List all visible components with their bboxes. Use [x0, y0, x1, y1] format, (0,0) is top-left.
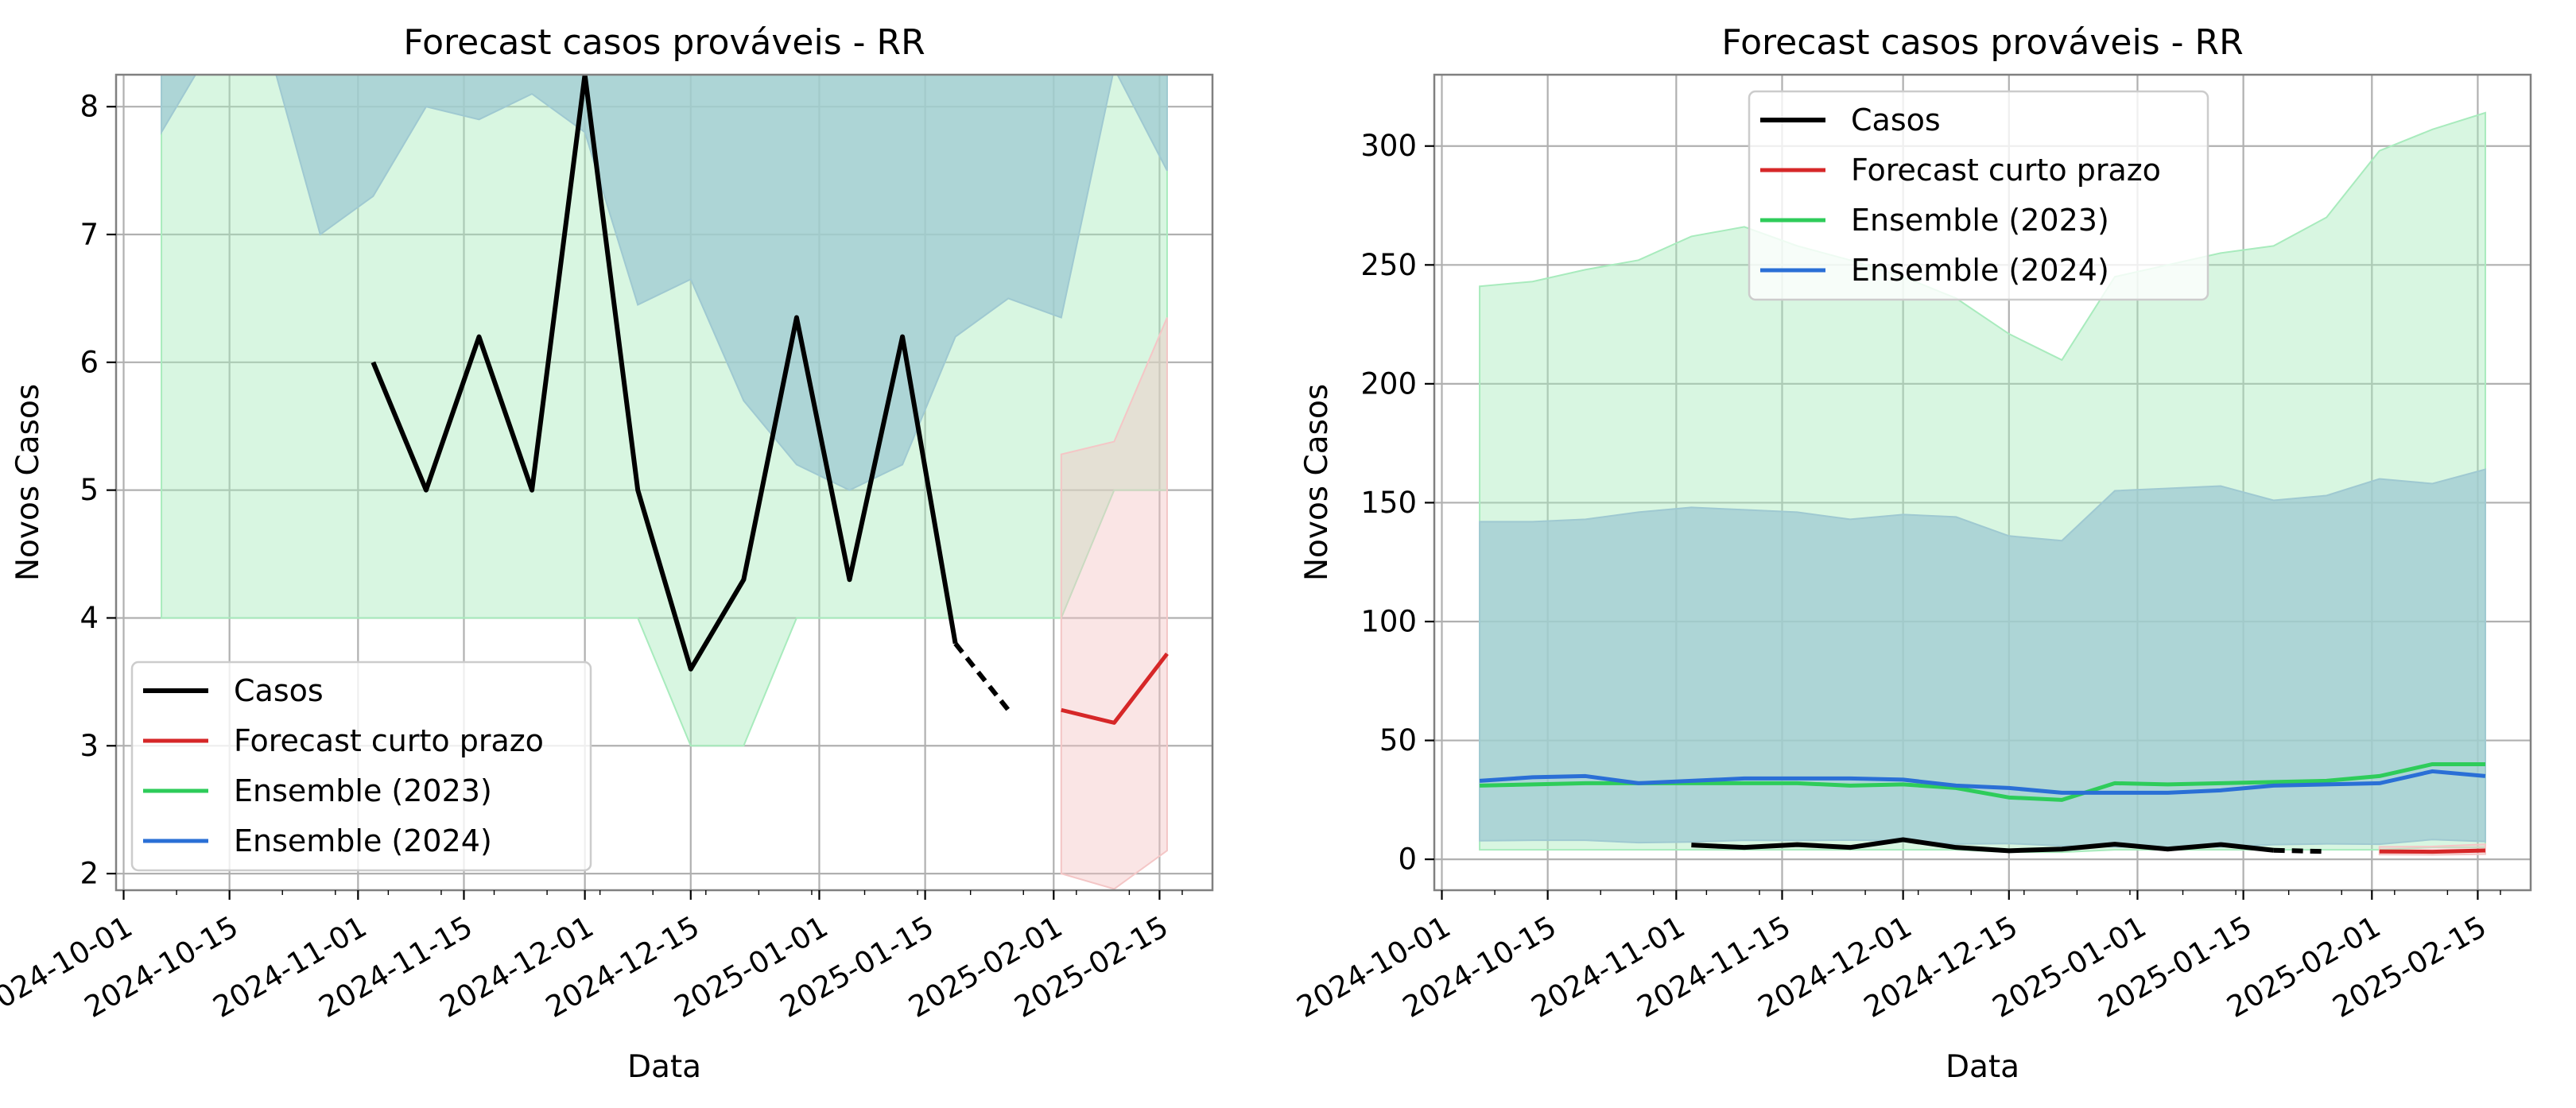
- series-line-casos-projection: [953, 641, 1011, 712]
- series-line-casos-projection: [2273, 847, 2327, 854]
- chart-panel-1: 2024-10-012024-10-152024-11-012024-11-15…: [0, 22, 1214, 1085]
- plot-area: [1479, 111, 2486, 856]
- y-tick-label: 50: [1379, 723, 1417, 757]
- axes-frame: [1433, 73, 2532, 892]
- chart-title: Forecast casos prováveis - RR: [403, 22, 925, 63]
- y-axis-label: Novos Casos: [10, 384, 46, 581]
- legend-label: Casos: [234, 673, 324, 708]
- series-line-casos: [370, 75, 958, 672]
- chart-title: Forecast casos prováveis - RR: [1721, 22, 2243, 63]
- y-tick-label: 7: [80, 218, 99, 252]
- series-line-casos: [1691, 837, 2274, 854]
- legend: Casos Forecast curto prazo Ensemble (2023)…: [1748, 90, 2209, 301]
- y-tick-label: 3: [80, 729, 99, 763]
- legend-label: Forecast curto prazo: [1851, 153, 2161, 188]
- axes-frame: [114, 73, 1214, 892]
- series-line-ensemble-2024: [1479, 769, 2486, 795]
- legend-label: Ensemble (2023): [234, 773, 492, 808]
- series-line-forecast-curto-prazo: [2379, 848, 2485, 854]
- chart-panel-2: 2024-10-012024-10-152024-11-012024-11-15…: [1291, 22, 2532, 1085]
- y-tick-label: 200: [1360, 366, 1417, 401]
- legend-label: Ensemble (2023): [1851, 203, 2109, 238]
- y-tick-label: 250: [1360, 248, 1417, 282]
- x-axis-label: Data: [627, 1049, 701, 1085]
- y-tick-label: 300: [1360, 129, 1417, 163]
- legend-box: [1748, 90, 2209, 301]
- y-tick-label: 5: [80, 473, 99, 507]
- y-tick-label: 0: [1398, 843, 1417, 877]
- y-axis-label: Novos Casos: [1299, 384, 1335, 581]
- y-tick-label: 6: [80, 345, 99, 379]
- y-tick-label: 2: [80, 857, 99, 891]
- legend-label: Casos: [1851, 103, 1941, 138]
- y-tick-label: 4: [80, 601, 99, 635]
- y-tick-label: 100: [1360, 604, 1417, 638]
- legend-label: Ensemble (2024): [234, 823, 492, 858]
- x-axis-label: Data: [1946, 1049, 2019, 1085]
- series-line-forecast-curto-prazo: [1061, 652, 1169, 725]
- legend: Casos Forecast curto prazo Ensemble (2023)…: [130, 661, 592, 872]
- y-tick-label: 8: [80, 90, 99, 124]
- band-ensemble-2024: [1479, 468, 2486, 849]
- legend-label: Ensemble (2024): [1851, 253, 2109, 288]
- y-tick-label: 150: [1360, 486, 1417, 520]
- legend-label: Forecast curto prazo: [234, 723, 544, 758]
- plot-area: [161, 75, 1169, 890]
- band-forecast-curto-prazo: [1060, 317, 1168, 890]
- legend-box: [130, 661, 592, 872]
- band-ensemble-2024: [161, 75, 1168, 491]
